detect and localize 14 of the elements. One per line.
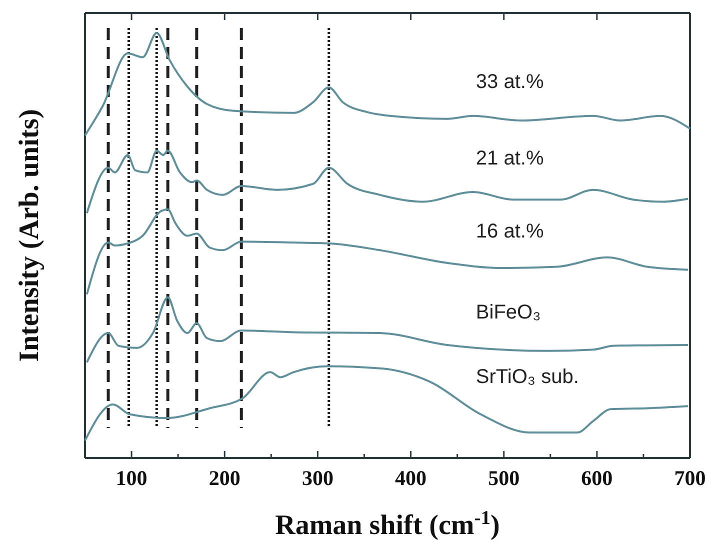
x-tick-label: 700	[674, 466, 706, 490]
x-tick-label: 200	[208, 466, 240, 490]
x-tick-label: 100	[116, 466, 148, 490]
x-tick-label: 300	[302, 466, 334, 490]
x-tick-label: 500	[488, 466, 520, 490]
x-tick-label: 400	[395, 466, 427, 490]
y-axis-title: Intensity (Arb. units)	[14, 109, 45, 362]
series-label: 16 at.%	[476, 220, 544, 243]
series-label: 33 at.%	[476, 71, 544, 94]
series-label: BiFeO₃	[476, 302, 541, 324]
series-label: 21 at.%	[476, 147, 544, 170]
series-label: SrTiO₃ sub.	[476, 366, 579, 388]
x-axis-title: Raman shift (cm$^{-1}$)	[275, 508, 500, 541]
x-tick-label: 600	[581, 466, 613, 490]
